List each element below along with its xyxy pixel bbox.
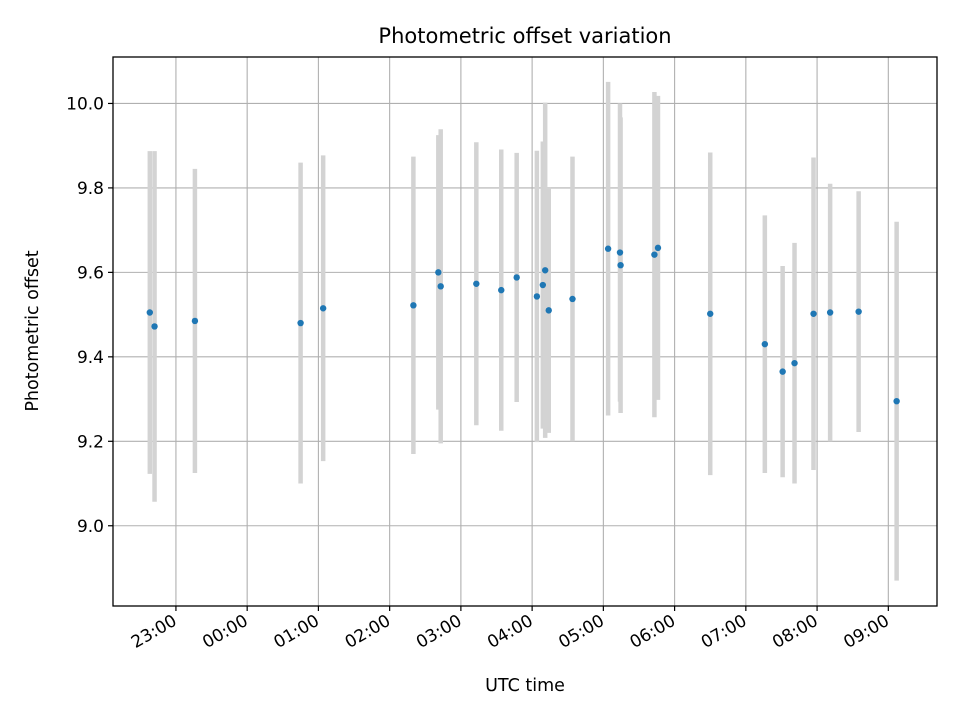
data-point: [513, 274, 520, 281]
plot-frame: [112, 56, 938, 607]
x-tick-label: 04:00: [484, 611, 536, 653]
chart-title: Photometric offset variation: [378, 24, 671, 48]
data-point: [319, 305, 327, 312]
data-point: [533, 293, 541, 300]
data-point: [707, 310, 714, 317]
data-point: [761, 340, 769, 348]
y-tick-label: 9.8: [77, 179, 104, 199]
y-axis-label: Photometric offset: [23, 250, 43, 411]
x-tick-label: 09:00: [840, 611, 892, 653]
x-tick-label: 05:00: [555, 611, 607, 653]
y-tick-label: 9.6: [77, 263, 104, 283]
data-point: [498, 286, 505, 294]
x-tick-label: 01:00: [270, 611, 322, 653]
data-point: [651, 251, 658, 258]
data-point: [791, 359, 798, 367]
data-point: [810, 310, 817, 317]
x-tick-label: 00:00: [199, 611, 251, 653]
error-bars: [147, 81, 899, 581]
data-point: [654, 244, 662, 252]
data-point: [893, 397, 900, 405]
data-point: [151, 323, 158, 330]
data-point: [437, 283, 444, 290]
data-points: [146, 244, 900, 405]
x-tick-label: 02:00: [342, 611, 394, 653]
data-point: [435, 269, 442, 276]
y-tick-label: 9.4: [77, 348, 104, 368]
data-point: [569, 295, 576, 303]
data-point: [855, 308, 862, 315]
x-tick-label: 23:00: [128, 611, 180, 653]
data-point: [146, 309, 154, 316]
data-point: [541, 267, 549, 274]
data-point: [616, 249, 624, 256]
x-tick-label: 08:00: [769, 611, 821, 653]
data-point: [545, 307, 552, 314]
y-tick-label: 9.0: [77, 517, 104, 537]
x-tick-label: 03:00: [413, 611, 465, 653]
y-tick-label: 10.0: [66, 94, 104, 114]
data-point: [473, 280, 480, 287]
data-point: [826, 309, 834, 316]
data-point: [191, 317, 199, 325]
data-point: [604, 245, 612, 252]
x-tick-label: 06:00: [627, 611, 679, 653]
data-point: [410, 302, 417, 309]
y-tick-label: 9.2: [77, 432, 104, 452]
data-point: [617, 261, 624, 269]
data-point: [779, 368, 786, 375]
y-axis-ticks: 9.0 9.2 9.4 9.6 9.8 10.0: [66, 94, 113, 537]
x-axis-label: UTC time: [485, 676, 565, 696]
x-tick-label: 07:00: [698, 611, 750, 653]
data-point: [539, 281, 547, 289]
grid: [113, 57, 937, 606]
data-point: [297, 319, 304, 327]
x-axis-ticks: 23:00 00:00 01:00 02:00 03:00 04:00 05:00 06:00…: [128, 606, 893, 653]
